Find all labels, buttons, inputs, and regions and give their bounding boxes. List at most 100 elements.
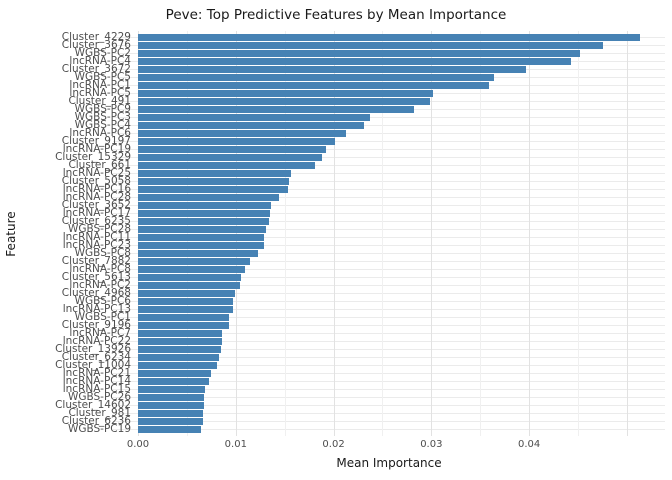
x-gridline-major bbox=[333, 31, 335, 436]
x-gridline-major bbox=[529, 31, 531, 436]
y-gridline bbox=[113, 373, 665, 374]
y-gridline bbox=[113, 277, 665, 278]
x-gridline-major bbox=[626, 31, 628, 436]
y-gridline bbox=[113, 413, 665, 414]
bar bbox=[138, 169, 291, 177]
y-tick-label: Cluster_4968 bbox=[61, 287, 131, 299]
bar bbox=[138, 305, 233, 313]
x-gridline-major bbox=[431, 31, 433, 436]
x-tick-label: 0.00 bbox=[126, 439, 150, 450]
bar bbox=[138, 289, 235, 297]
bar bbox=[138, 177, 289, 185]
y-tick-label: lncRNA-PC2 bbox=[69, 279, 131, 291]
bar bbox=[138, 377, 210, 385]
y-tick-label: Cluster_4229 bbox=[61, 31, 131, 43]
y-gridline bbox=[113, 317, 665, 318]
y-tick-label: WGBS-PC28 bbox=[67, 223, 131, 235]
y-gridline bbox=[113, 173, 665, 174]
y-tick-label: lncRNA-PC1 bbox=[69, 79, 131, 91]
y-gridline bbox=[113, 421, 665, 422]
y-tick-label: WGBS-PC6 bbox=[74, 295, 131, 307]
y-gridline bbox=[113, 141, 665, 142]
bar bbox=[138, 105, 414, 113]
y-tick-label: lncRNA-PC19 bbox=[62, 143, 131, 155]
y-gridline bbox=[113, 213, 665, 214]
bar bbox=[138, 121, 364, 129]
y-tick-label: Cluster_11004 bbox=[55, 359, 131, 371]
y-tick-label: Cluster_15329 bbox=[55, 151, 131, 163]
bar bbox=[138, 393, 204, 401]
y-gridline bbox=[113, 309, 665, 310]
y-tick-label: Cluster_491 bbox=[68, 95, 131, 107]
y-tick-label: lncRNA-PC22 bbox=[62, 335, 131, 347]
x-tick-label: 0.04 bbox=[517, 439, 541, 450]
y-gridline bbox=[113, 381, 665, 382]
bar bbox=[138, 409, 203, 417]
y-tick-label: Cluster_6234 bbox=[61, 351, 131, 363]
y-tick-label: lncRNA-PC28 bbox=[62, 191, 131, 203]
bar bbox=[138, 345, 222, 353]
y-gridline bbox=[113, 189, 665, 190]
bar bbox=[138, 297, 233, 305]
bar bbox=[138, 353, 220, 361]
bar bbox=[138, 425, 201, 433]
y-tick-label: lncRNA-PC6 bbox=[69, 127, 131, 139]
x-gridline-minor bbox=[382, 31, 384, 436]
x-gridline-minor bbox=[577, 31, 579, 436]
y-gridline bbox=[113, 301, 665, 302]
x-tick-label: 0.02 bbox=[322, 439, 345, 450]
bar bbox=[138, 201, 271, 209]
bar bbox=[138, 321, 229, 329]
y-gridline bbox=[113, 349, 665, 350]
x-gridline-minor bbox=[480, 31, 482, 436]
bar bbox=[138, 185, 288, 193]
y-tick-label: Cluster_5613 bbox=[61, 271, 131, 283]
y-tick-label: lncRNA-PC17 bbox=[62, 207, 131, 219]
y-tick-label: lncRNA-PC11 bbox=[62, 231, 131, 243]
bar bbox=[138, 129, 347, 137]
y-gridline bbox=[113, 357, 665, 358]
y-gridline bbox=[113, 405, 665, 406]
y-tick-label: WGBS-PC4 bbox=[74, 119, 131, 131]
bar bbox=[138, 417, 203, 425]
y-tick-label: WGBS-PC9 bbox=[74, 103, 131, 115]
y-gridline bbox=[113, 269, 665, 270]
bar bbox=[138, 249, 259, 257]
y-tick-label: Cluster_9196 bbox=[61, 319, 131, 331]
bar bbox=[138, 57, 572, 65]
bar bbox=[138, 369, 212, 377]
y-tick-label: WGBS-PC2 bbox=[74, 47, 131, 59]
bar bbox=[138, 217, 270, 225]
x-tick-label: 0.01 bbox=[224, 439, 247, 450]
y-tick-label: lncRNA-PC5 bbox=[69, 87, 131, 99]
bar bbox=[138, 209, 270, 217]
y-axis-tick-labels: Cluster_4229 Cluster_3676 WGBS-PC2 lncRNA-P… bbox=[0, 31, 133, 436]
y-gridline bbox=[113, 237, 665, 238]
y-tick-label: Cluster_9197 bbox=[61, 135, 131, 147]
x-axis-tick-labels: 0.00 0.01 0.02 0.03 0.04 bbox=[113, 439, 665, 453]
bar bbox=[138, 337, 223, 345]
y-tick-label: WGBS-PC26 bbox=[67, 391, 131, 403]
y-tick-label: Cluster_6235 bbox=[61, 215, 131, 227]
y-gridline bbox=[113, 125, 665, 126]
y-tick-label: Cluster_13926 bbox=[55, 343, 131, 355]
y-gridline bbox=[113, 341, 665, 342]
bar bbox=[138, 265, 245, 273]
bar bbox=[138, 81, 489, 89]
y-tick-label: WGBS-PC19 bbox=[67, 423, 131, 435]
bar bbox=[138, 41, 604, 49]
bar bbox=[138, 113, 370, 121]
y-tick-label: Cluster_5058 bbox=[61, 175, 131, 187]
y-tick-label: WGBS-PC8 bbox=[74, 247, 131, 259]
y-tick-label: Cluster_7882 bbox=[61, 255, 131, 267]
y-gridline bbox=[113, 133, 665, 134]
y-tick-label: Cluster_3676 bbox=[61, 39, 131, 51]
bar bbox=[138, 313, 229, 321]
y-tick-label: Cluster_3652 bbox=[61, 199, 131, 211]
y-tick-label: Cluster_6236 bbox=[61, 415, 131, 427]
bar bbox=[138, 49, 580, 57]
y-gridline bbox=[113, 157, 665, 158]
bar bbox=[138, 193, 279, 201]
y-tick-label: Cluster_14602 bbox=[55, 399, 131, 411]
